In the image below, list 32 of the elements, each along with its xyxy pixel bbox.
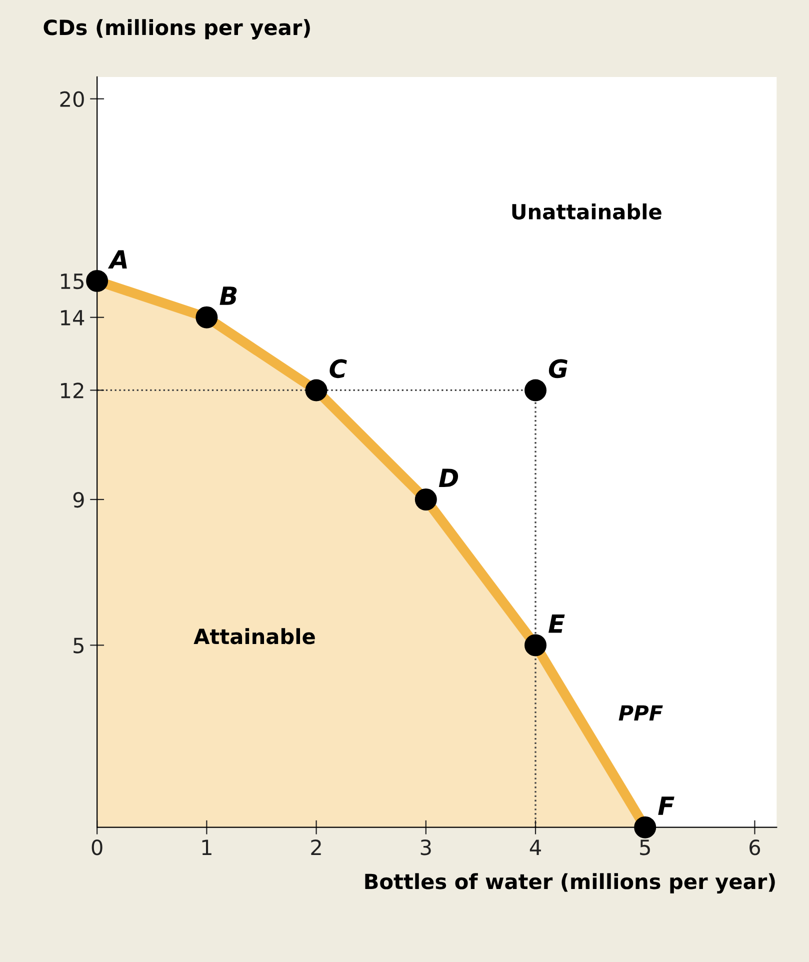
x-tick-label: 1 <box>202 840 212 855</box>
y-tick-label: 9 <box>73 492 84 508</box>
point <box>524 379 546 402</box>
annotation: B <box>220 286 237 305</box>
point <box>86 270 108 292</box>
point <box>524 634 546 656</box>
annotation: F <box>658 796 674 815</box>
y-tick-label: 14 <box>61 310 84 326</box>
annotation: G <box>548 359 568 378</box>
y-tick-label: 15 <box>61 274 84 290</box>
x-tick-label: 0 <box>92 839 102 856</box>
y-tick-label: 12 <box>61 382 84 398</box>
point <box>305 379 328 402</box>
y-tick-label: 5 <box>74 638 84 654</box>
y-axis-title: CDs (millions per year) <box>44 19 310 40</box>
point <box>414 488 437 510</box>
annotation: PPF <box>618 705 663 721</box>
annotation: E <box>548 614 565 633</box>
x-tick-label: 2 <box>311 839 321 855</box>
annotation: Attainable <box>194 628 315 644</box>
point <box>634 816 656 838</box>
x-axis-title: Bottles of water (millions per year) <box>365 873 775 894</box>
annotation: C <box>330 359 347 378</box>
point <box>196 306 218 328</box>
x-tick-label: 5 <box>640 840 650 856</box>
x-tick-label: 6 <box>750 839 760 856</box>
annotation: D <box>438 468 458 487</box>
annotation: Unattainable <box>512 203 662 220</box>
x-tick-label: 3 <box>420 839 431 856</box>
y-tick-label: 20 <box>60 91 84 108</box>
x-tick-label: 4 <box>530 840 541 855</box>
annotation: A <box>108 250 127 268</box>
